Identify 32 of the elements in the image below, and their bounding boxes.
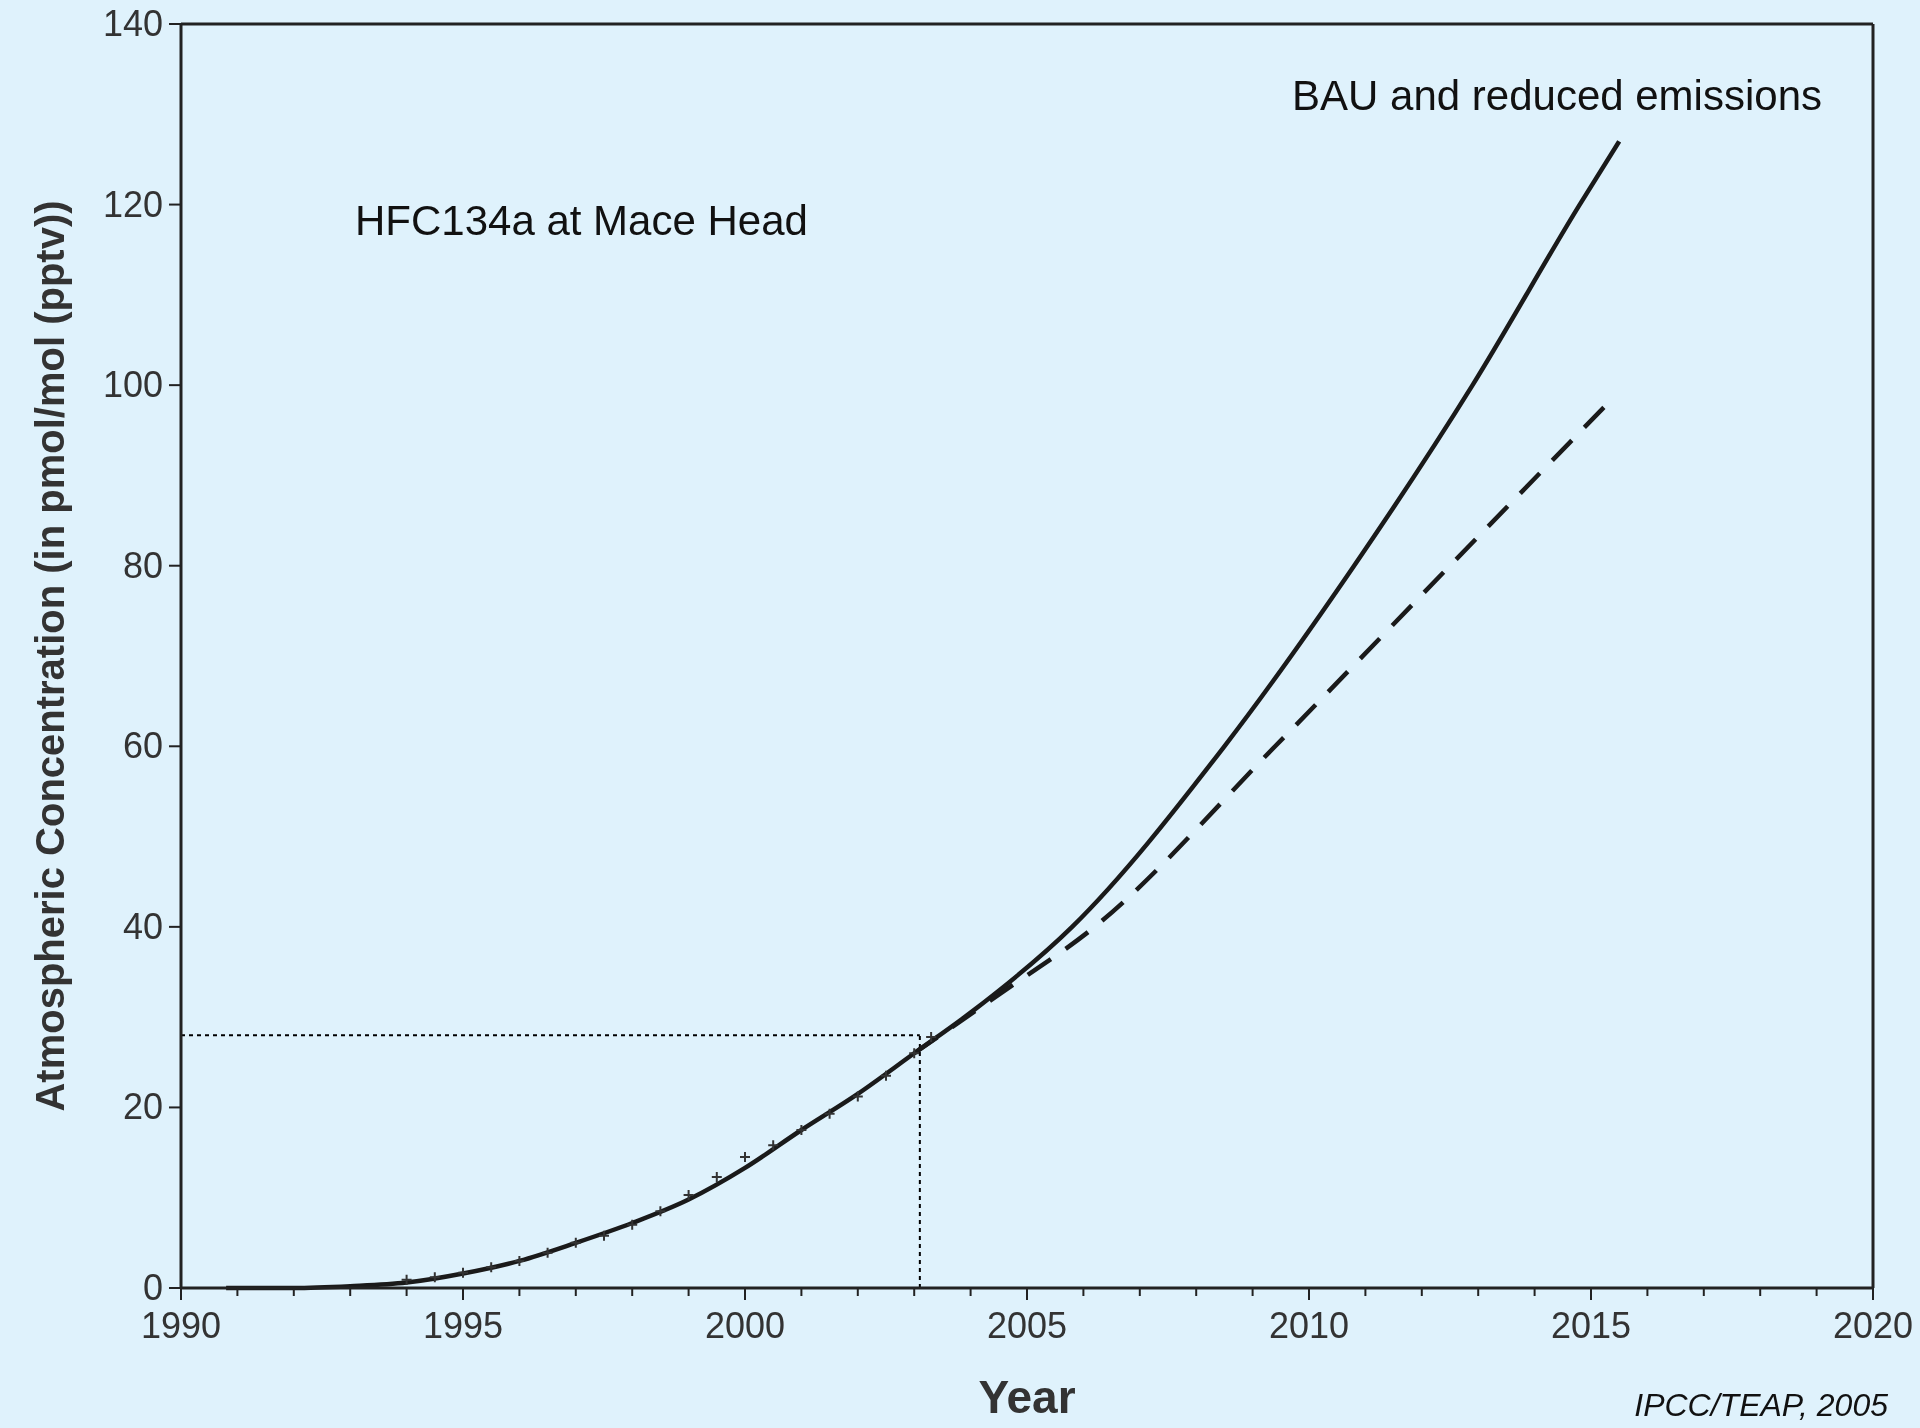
point [908, 1047, 921, 1060]
y-tick-label: 0 [142, 1267, 163, 1308]
x-tick-label: 2000 [704, 1305, 786, 1346]
y-axis-title: Atmospheric Concentration (in pmol/mol (pptv)) [28, 200, 72, 1112]
point [428, 1271, 441, 1284]
x-tick-label: 2015 [1550, 1305, 1632, 1346]
point [457, 1266, 469, 1279]
y-tick-label: 40 [122, 905, 163, 947]
x-tick-label: 1995 [422, 1305, 504, 1346]
x-axis-title: Year [978, 1371, 1076, 1423]
x-tick-label: 2005 [986, 1305, 1068, 1346]
y-tick-label: 100 [102, 364, 163, 406]
x-tick-label: 2020 [1832, 1305, 1914, 1346]
point [400, 1273, 413, 1286]
annotation: BAU and reduced emissions [1292, 72, 1822, 119]
point [795, 1124, 808, 1136]
point [569, 1236, 582, 1249]
text: IPCC/TEAP, 2005 [1634, 1387, 1889, 1423]
y-tick-label: 60 [122, 725, 163, 767]
y-tick-label: 80 [122, 544, 163, 586]
point [626, 1218, 639, 1231]
y-tick-label: 20 [122, 1086, 163, 1128]
y-tick-label: 140 [102, 3, 163, 44]
point [823, 1107, 836, 1120]
x-tick-label: 1990 [140, 1305, 222, 1346]
annotation: HFC134a at Mace Head [355, 197, 808, 244]
y-tick-label: 120 [102, 183, 163, 225]
point [654, 1205, 667, 1218]
point [880, 1069, 892, 1082]
point [541, 1246, 554, 1259]
x-tick-label: 2010 [1268, 1305, 1350, 1346]
point [598, 1229, 610, 1242]
